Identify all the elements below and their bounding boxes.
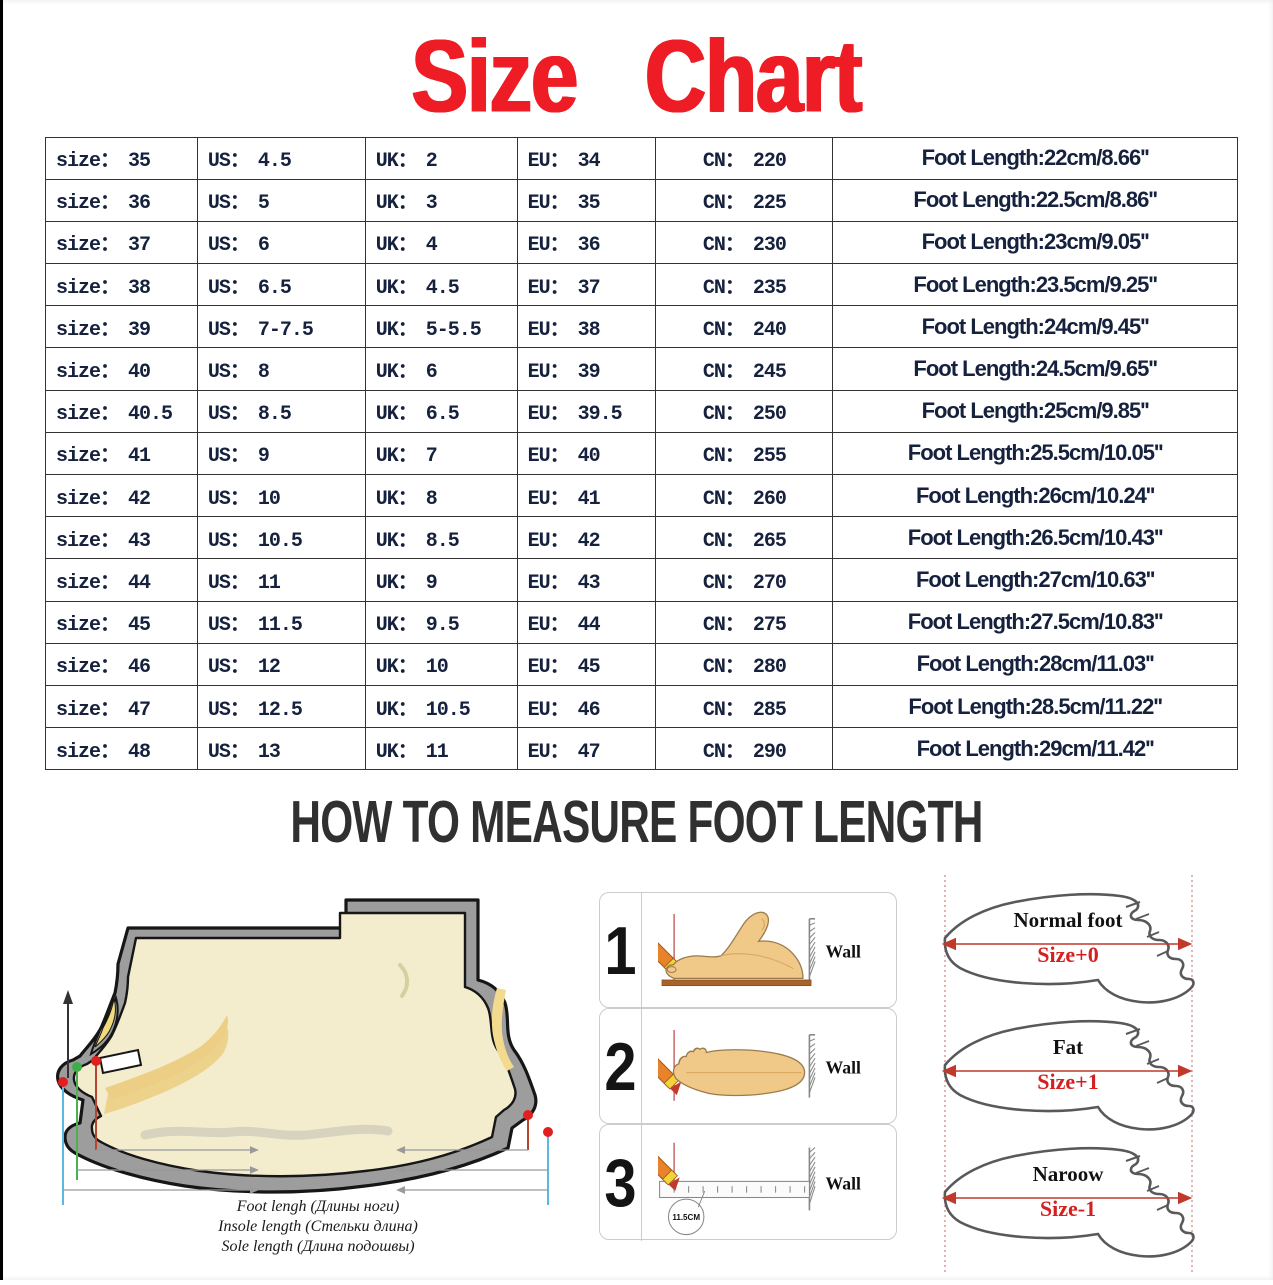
svg-text:11.5CM: 11.5CM: [672, 1213, 700, 1222]
svg-text:Normal foot: Normal foot: [1013, 908, 1122, 932]
svg-text:Wall: Wall: [826, 1057, 861, 1077]
svg-text:Size-1: Size-1: [1040, 1196, 1096, 1221]
svg-text:Size+1: Size+1: [1037, 1069, 1098, 1094]
svg-text:Wall: Wall: [826, 941, 861, 961]
svg-text:Wall: Wall: [826, 1173, 861, 1193]
svg-text:Naroow: Naroow: [1033, 1162, 1105, 1186]
svg-text:Fat: Fat: [1053, 1035, 1083, 1059]
svg-text:Size+0: Size+0: [1037, 942, 1098, 967]
